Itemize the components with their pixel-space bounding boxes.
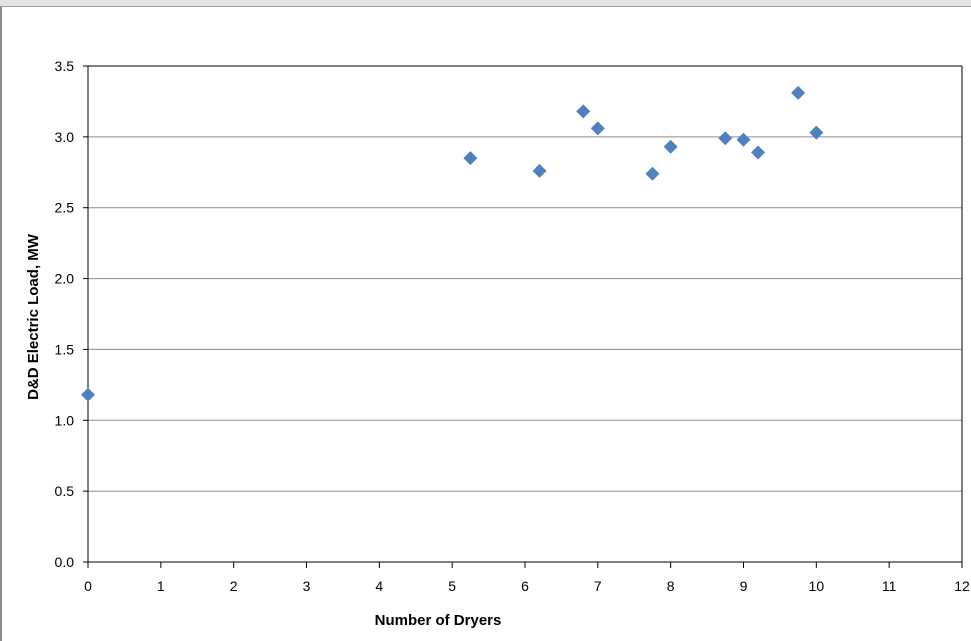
x-tick-label: 0 [84,578,92,594]
x-tick-label: 1 [157,578,165,594]
chart-area [0,6,971,641]
x-tick-label: 5 [448,578,456,594]
data-point [718,131,733,146]
data-point [590,121,605,136]
x-tick-label: 4 [375,578,383,594]
y-tick-label: 3.0 [55,129,75,145]
x-tick-label: 7 [594,578,602,594]
y-tick-label: 3.5 [55,58,75,74]
data-point [532,163,547,178]
y-tick-label: 1.5 [55,341,75,357]
data-points [81,85,824,402]
data-point [81,387,95,402]
axes [83,65,963,568]
data-point [736,132,751,147]
y-tick-label: 0.5 [55,483,75,499]
x-tick-label: 10 [809,578,825,594]
data-point [751,145,766,160]
x-tick-label: 12 [954,578,970,594]
x-axis-title: Number of Dryers [375,612,502,629]
y-tick-label: 0.0 [55,554,75,570]
x-tick-labels: 0 1 2 3 4 5 6 7 8 9 10 11 12 [84,578,970,594]
window-top-strip [0,0,971,6]
x-tick-label: 2 [230,578,238,594]
y-tick-label: 2.5 [55,200,75,216]
data-point [463,151,478,166]
data-point [663,139,678,154]
y-tick-label: 2.0 [55,271,75,287]
data-point [645,166,660,181]
y-tick-labels: 0.0 0.5 1.0 1.5 2.0 2.5 3.0 3.5 [55,58,75,570]
data-point [576,104,591,119]
data-point [791,85,806,100]
x-tick-label: 8 [667,578,675,594]
data-point [809,125,824,140]
y-axis-title: D&D Electric Load, MW [25,233,42,400]
gridlines [88,65,962,492]
x-tick-label: 11 [882,578,897,594]
y-tick-label: 1.0 [55,412,75,428]
x-tick-label: 6 [521,578,529,594]
x-tick-label: 3 [303,578,311,594]
x-tick-label: 9 [740,578,748,594]
